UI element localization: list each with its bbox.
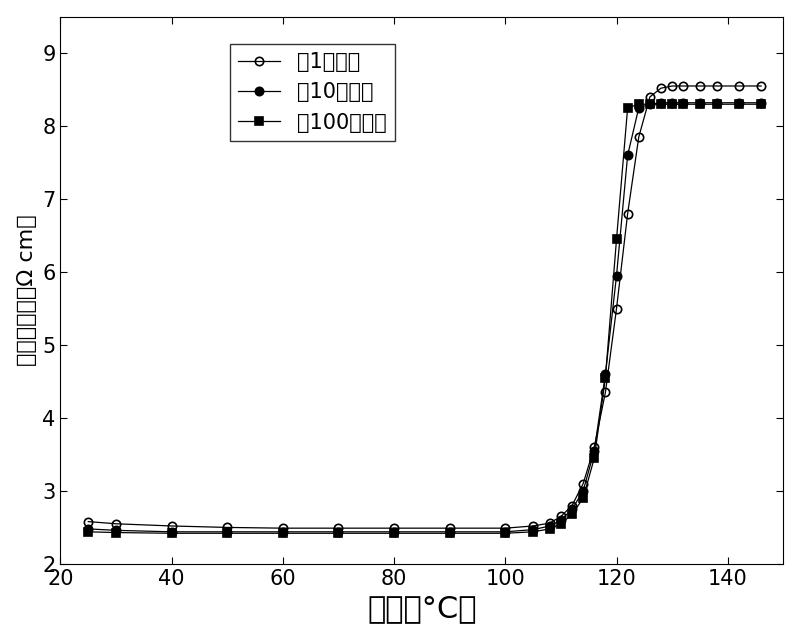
第100次加热: [601, 374, 610, 381]
第1次加热: [567, 502, 577, 509]
第100次加热: [590, 454, 599, 462]
第10次加热: [623, 152, 633, 159]
第1次加热: [83, 518, 93, 525]
第100次加热: [623, 104, 633, 112]
第100次加热: [445, 529, 454, 537]
第10次加热: [578, 487, 588, 495]
第1次加热: [167, 522, 177, 530]
第10次加热: [390, 528, 399, 536]
第10次加热: [83, 525, 93, 532]
第1次加热: [678, 82, 688, 90]
Line: 第1次加热: 第1次加热: [84, 82, 766, 532]
第100次加热: [556, 520, 566, 527]
第10次加热: [545, 522, 554, 530]
第100次加热: [667, 100, 677, 108]
第1次加热: [222, 524, 232, 531]
第100次加热: [501, 529, 510, 537]
第10次加热: [601, 371, 610, 378]
第1次加热: [656, 84, 666, 92]
第100次加热: [567, 511, 577, 518]
第100次加热: [734, 100, 744, 108]
第1次加热: [756, 82, 766, 90]
第1次加热: [501, 524, 510, 532]
Line: 第10次加热: 第10次加热: [84, 99, 766, 536]
第10次加热: [656, 99, 666, 107]
第1次加热: [623, 210, 633, 218]
第100次加热: [222, 529, 232, 537]
第1次加热: [612, 305, 622, 312]
第10次加热: [278, 528, 288, 536]
第100次加热: [634, 100, 643, 108]
Y-axis label: 电阵率对数（Ω cm）: 电阵率对数（Ω cm）: [17, 214, 37, 366]
第10次加热: [695, 99, 705, 107]
第1次加热: [111, 520, 121, 527]
第10次加热: [501, 528, 510, 536]
第1次加热: [734, 82, 744, 90]
第10次加热: [734, 99, 744, 107]
第1次加热: [645, 93, 654, 100]
第100次加热: [695, 100, 705, 108]
第10次加热: [445, 528, 454, 536]
第100次加热: [756, 100, 766, 108]
第100次加热: [612, 236, 622, 243]
第100次加热: [645, 100, 654, 108]
第10次加热: [667, 99, 677, 107]
第10次加热: [712, 99, 722, 107]
第100次加热: [678, 100, 688, 108]
Legend: 第1次加热, 第10次加热, 第100次加热: 第1次加热, 第10次加热, 第100次加热: [230, 44, 394, 141]
第1次加热: [601, 388, 610, 396]
第10次加热: [590, 447, 599, 454]
第100次加热: [278, 529, 288, 537]
第10次加热: [645, 100, 654, 108]
第1次加热: [545, 519, 554, 527]
第1次加热: [390, 524, 399, 532]
第1次加热: [334, 524, 343, 532]
第10次加热: [612, 272, 622, 280]
第100次加热: [167, 529, 177, 537]
第1次加热: [556, 513, 566, 520]
第1次加热: [578, 480, 588, 488]
第10次加热: [756, 99, 766, 107]
第10次加热: [222, 528, 232, 536]
第10次加热: [167, 528, 177, 536]
Line: 第100次加热: 第100次加热: [84, 100, 766, 538]
第100次加热: [578, 495, 588, 502]
第100次加热: [111, 529, 121, 536]
第10次加热: [678, 99, 688, 107]
第1次加热: [695, 82, 705, 90]
第1次加热: [634, 133, 643, 141]
第100次加热: [656, 100, 666, 108]
第100次加热: [545, 525, 554, 532]
第1次加热: [667, 82, 677, 90]
第10次加热: [634, 104, 643, 112]
第10次加热: [111, 527, 121, 534]
第100次加热: [528, 528, 538, 536]
第10次加热: [528, 526, 538, 534]
第10次加热: [556, 516, 566, 524]
第10次加热: [334, 528, 343, 536]
第1次加热: [278, 524, 288, 532]
第1次加热: [445, 524, 454, 532]
第1次加热: [590, 444, 599, 451]
第100次加热: [390, 529, 399, 537]
X-axis label: 温度（°C）: 温度（°C）: [367, 595, 477, 623]
第100次加热: [334, 529, 343, 537]
第1次加热: [528, 522, 538, 530]
第100次加热: [712, 100, 722, 108]
第10次加热: [567, 506, 577, 513]
第1次加热: [712, 82, 722, 90]
第100次加热: [83, 528, 93, 536]
